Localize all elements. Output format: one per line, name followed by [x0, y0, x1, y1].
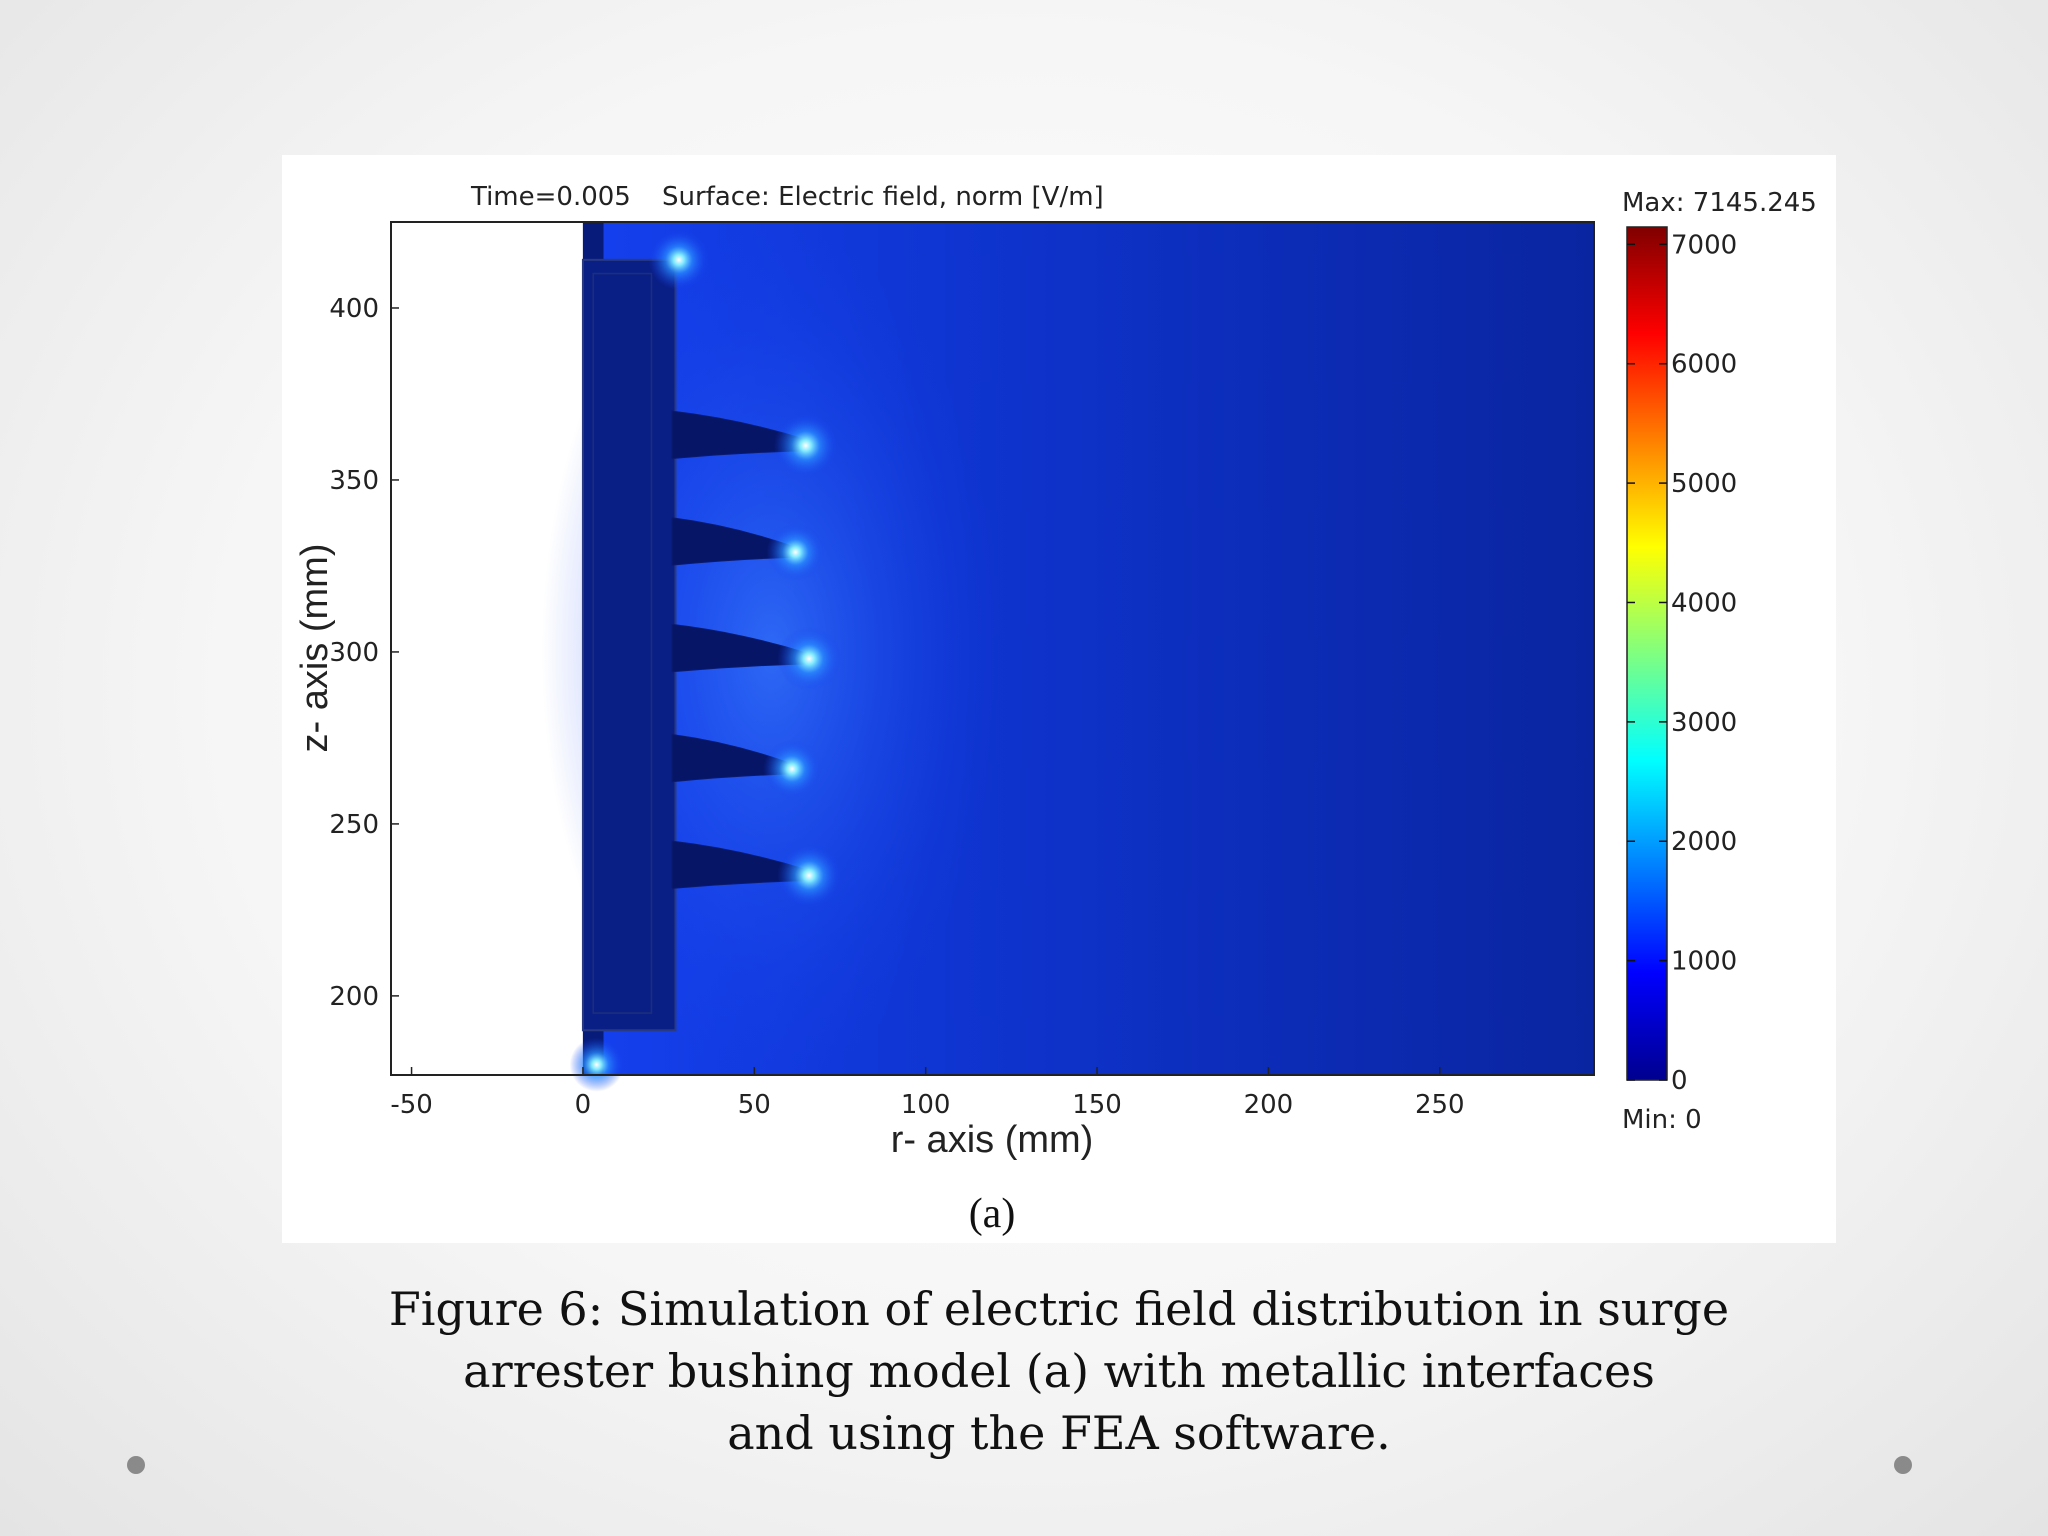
caption-line-1: Figure 6: Simulation of electric field d…	[388, 1282, 1730, 1336]
sub-label: (a)	[969, 1191, 1016, 1237]
colorbar-tick-label: 7000	[1671, 230, 1737, 260]
colorbar: Max: 7145.245 0 1000 2000 3000 4000 5000 6000 7…	[1622, 188, 1817, 1135]
colorbar-scale	[1626, 226, 1668, 1081]
hotspot-1	[773, 413, 838, 478]
surface-label: Surface: Electric field, norm [V/m]	[662, 182, 1104, 212]
plot-area	[390, 221, 1595, 1092]
x-tick-label: -50	[390, 1090, 432, 1120]
hotspot-4	[763, 739, 821, 798]
time-label: Time=0.005	[470, 182, 631, 212]
bushing-housing	[581, 258, 677, 1032]
x-tick-label: 100	[901, 1090, 951, 1120]
caption-line-2: arrester bushing model (a) with metallic…	[463, 1344, 1655, 1398]
hotspot-5	[777, 843, 842, 908]
colorbar-tick-label: 4000	[1671, 588, 1737, 618]
colorbar-tick-label: 2000	[1671, 827, 1737, 857]
colorbar-tick-label: 5000	[1671, 469, 1737, 499]
bushing-body	[581, 222, 677, 1075]
figure-panel: Time=0.005 Surface: Electric field, norm…	[282, 155, 1836, 1243]
colorbar-tick-label: 0	[1671, 1066, 1688, 1096]
slide-bullet-right	[1894, 1456, 1912, 1474]
colorbar-max-label: Max: 7145.245	[1622, 188, 1817, 218]
y-tick-label: 250	[329, 810, 379, 840]
caption-line-3: and using the FEA software.	[727, 1406, 1391, 1460]
x-tick-label: 0	[575, 1090, 592, 1120]
y-ticks: 200 250 300 350 400	[329, 294, 399, 1012]
colorbar-tick-label: 3000	[1671, 708, 1737, 738]
slide-bullet-left	[127, 1456, 145, 1474]
colorbar-min-label: Min: 0	[1622, 1105, 1702, 1135]
colorbar-tick-label: 1000	[1671, 947, 1737, 977]
field-plot: Time=0.005 Surface: Electric field, norm…	[294, 182, 1817, 1237]
plot-frame	[390, 221, 1595, 1076]
y-tick-label: 300	[329, 638, 379, 668]
hotspot-2	[766, 523, 825, 582]
colorbar-ticks: 0 1000 2000 3000 4000 5000 6000 7000	[1627, 230, 1737, 1096]
y-tick-label: 200	[329, 982, 379, 1012]
x-tick-label: 200	[1244, 1090, 1294, 1120]
x-axis-label: r- axis (mm)	[891, 1119, 1094, 1161]
x-tick-label: 150	[1072, 1090, 1122, 1120]
hotspot-3	[777, 626, 842, 691]
hotspot-6	[648, 229, 709, 290]
hotspot-7	[569, 1037, 624, 1092]
x-ticks: -50 0 50 100 150 200 250	[390, 1067, 1465, 1120]
y-tick-label: 350	[329, 466, 379, 496]
hotspots	[569, 229, 842, 1092]
figure-caption: Figure 6: Simulation of electric field d…	[282, 1278, 1836, 1464]
x-tick-label: 50	[738, 1090, 771, 1120]
x-tick-label: 250	[1415, 1090, 1465, 1120]
y-tick-label: 400	[329, 294, 379, 324]
y-axis-label: z- axis (mm)	[294, 544, 336, 753]
colorbar-tick-label: 6000	[1671, 350, 1737, 380]
metallic-interface	[592, 272, 653, 1014]
